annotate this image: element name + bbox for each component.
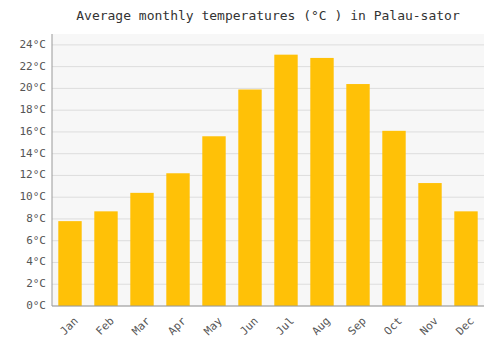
x-tick-label: Jul — [274, 315, 297, 338]
grid — [52, 45, 484, 306]
x-tick-label: Feb — [94, 315, 117, 338]
bar — [130, 193, 153, 306]
chart: 0°C 2°C 4°C 6°C 8°C 10°C 12°C 14°C 16°C 18°C 20°C 2… — [0, 0, 500, 350]
y-tick-label: 16°C — [20, 125, 47, 138]
y-tick-label: 22°C — [20, 60, 47, 73]
bar — [166, 173, 189, 306]
x-tick-label: Jan — [58, 315, 81, 338]
y-tick-label: 8°C — [26, 212, 46, 225]
bar — [454, 211, 477, 306]
y-tick-label: 18°C — [20, 103, 47, 116]
y-tick-label: 10°C — [20, 190, 47, 203]
x-tick-label: Sep — [346, 315, 369, 338]
x-tick-label: Mar — [130, 314, 154, 338]
bar — [418, 183, 441, 306]
title: Average monthly temperatures (°C ) in Pa… — [76, 8, 460, 23]
x-tick-label: Nov — [418, 314, 442, 338]
y-tick-label: 4°C — [26, 255, 46, 268]
y-tick-label: 24°C — [20, 38, 47, 51]
x-tick-label: Apr — [166, 314, 190, 338]
chart-container: 0°C 2°C 4°C 6°C 8°C 10°C 12°C 14°C 16°C 18°C 20°C 2… — [0, 0, 500, 350]
y-tick-label: 12°C — [20, 168, 47, 181]
bar — [310, 58, 333, 306]
y-axis: 0°C 2°C 4°C 6°C 8°C 10°C 12°C 14°C 16°C 18°C 20°C 2… — [20, 34, 53, 312]
grid-line — [52, 88, 484, 89]
grid-line — [52, 110, 484, 111]
y-tick-label: 20°C — [20, 81, 47, 94]
y-tick-label: 14°C — [20, 147, 47, 160]
grid-line — [52, 175, 484, 176]
bars — [58, 55, 477, 306]
bar — [274, 55, 297, 306]
grid-line — [52, 66, 484, 67]
grid-line — [52, 44, 484, 45]
x-tick-label: May — [202, 314, 226, 338]
x-axis: Jan Feb Mar Apr May Jun Jul Aug Sep Oct Nov Dec — [52, 306, 484, 338]
bar — [202, 136, 225, 306]
grid-line — [52, 131, 484, 132]
grid-line — [52, 306, 484, 307]
y-tick-label: 6°C — [26, 234, 46, 247]
x-axis-line — [52, 306, 484, 307]
x-tick-label: Jun — [238, 315, 261, 338]
bar — [94, 211, 117, 306]
bar — [58, 221, 81, 306]
y-axis-line — [52, 34, 53, 306]
plot-background — [52, 34, 484, 306]
x-tick-label: Oct — [382, 315, 405, 338]
y-tick-label: 2°C — [26, 277, 46, 290]
bar — [346, 84, 369, 306]
x-tick-label: Dec — [454, 315, 477, 338]
bar — [382, 131, 405, 306]
y-tick-label: 0°C — [26, 299, 46, 312]
bar — [238, 89, 261, 306]
grid-line — [52, 153, 484, 154]
x-tick-label: Aug — [310, 315, 333, 338]
